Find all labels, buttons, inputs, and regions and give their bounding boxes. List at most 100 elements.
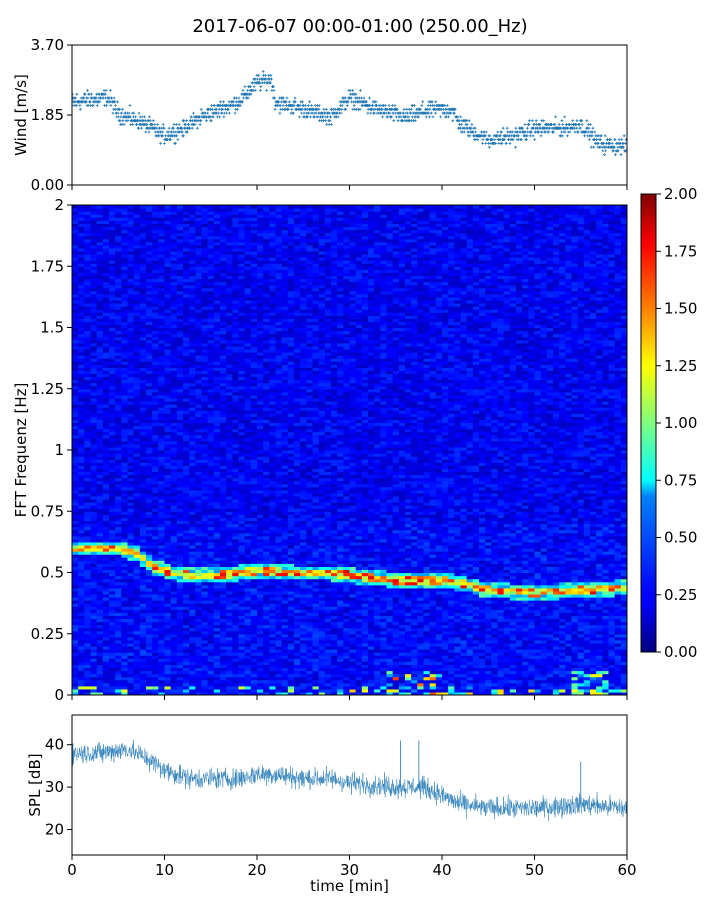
- spectrogram-cell: [164, 416, 172, 420]
- spectrogram-cell: [164, 303, 172, 307]
- spectrogram-cell: [90, 560, 98, 564]
- spectrogram-cell: [176, 523, 184, 528]
- spectrogram-cell: [152, 557, 159, 561]
- spectrogram-cell: [139, 321, 147, 326]
- spectrogram-cell: [152, 296, 159, 301]
- spectrogram-cell: [109, 208, 116, 212]
- spectrogram-cell: [90, 685, 98, 690]
- spectrogram-cell: [146, 223, 153, 228]
- spectrogram-cell: [121, 388, 129, 393]
- wind-point: [571, 119, 575, 123]
- spectrogram-cell: [164, 529, 172, 534]
- spectrogram-cell: [152, 355, 159, 359]
- spectrogram-cell: [102, 609, 110, 613]
- spectrogram-cell: [152, 517, 159, 522]
- spectrogram-cell: [189, 247, 196, 252]
- spectrogram-cell: [170, 281, 178, 286]
- spectrogram-cell: [127, 263, 135, 267]
- spectrogram-cell: [170, 495, 178, 500]
- spectrogram-cell: [84, 603, 92, 607]
- spectrogram-cell: [152, 370, 159, 375]
- spectrogram-cell: [115, 551, 122, 555]
- spectrogram-cell: [109, 339, 116, 344]
- spectrogram-cell: [121, 685, 129, 690]
- spectrogram-cell: [189, 330, 196, 335]
- wind-point: [547, 130, 551, 134]
- spectrogram-cell: [84, 352, 92, 356]
- spectrogram-cell: [195, 269, 203, 273]
- wind-point: [568, 130, 572, 134]
- spectrogram-cell: [183, 471, 190, 476]
- spectrogram-cell: [78, 379, 85, 384]
- spectrogram-cell: [207, 667, 215, 672]
- spectrogram-cell: [102, 238, 110, 243]
- spectrogram-cell: [176, 370, 184, 375]
- spectrogram-cell: [115, 223, 122, 228]
- spectrogram-cell: [84, 315, 92, 319]
- wind-point: [285, 96, 289, 100]
- wind-point: [622, 134, 626, 138]
- spectrogram-cell: [90, 655, 98, 659]
- spectrogram-cell: [201, 661, 209, 665]
- spectrogram-cell: [109, 260, 116, 264]
- spectrogram-cell: [78, 548, 85, 552]
- spectrogram-cell: [164, 462, 172, 466]
- spectrogram-cell: [102, 266, 110, 270]
- spectrogram-cell: [72, 639, 79, 644]
- spectrogram-cell: [133, 526, 141, 531]
- spectrogram-cell: [109, 254, 116, 258]
- spectrogram-cell: [72, 401, 79, 405]
- spectrogram-cell: [152, 538, 159, 543]
- spectrogram-cell: [170, 260, 178, 264]
- spectrogram-cell: [158, 664, 166, 669]
- spectrogram-cell: [195, 361, 203, 365]
- spectrogram-cell: [121, 621, 129, 626]
- spectrogram-cell: [158, 410, 166, 414]
- spectrogram-cell: [133, 388, 141, 393]
- spectrogram-cell: [109, 306, 116, 310]
- spectrogram-cell: [139, 514, 147, 518]
- spectrogram-cell: [133, 627, 141, 632]
- spectrogram-cell: [109, 241, 116, 246]
- spectrogram-cell: [84, 673, 92, 678]
- spectrogram-cell: [195, 293, 203, 298]
- spectrogram-cell: [164, 609, 172, 613]
- spectrogram-cell: [127, 618, 135, 623]
- wind-x-axis: [71, 185, 628, 190]
- spectrogram-cell: [72, 278, 79, 283]
- spectrogram-cell: [96, 229, 104, 234]
- spectrogram-cell: [102, 309, 110, 313]
- spectrogram-cell: [176, 425, 184, 430]
- spectrogram-cell: [152, 532, 159, 537]
- spectrogram-cell: [72, 505, 79, 509]
- spectrogram-cell: [164, 223, 172, 228]
- spectrogram-cell: [109, 621, 116, 626]
- spectrogram-cell: [201, 422, 209, 427]
- spectrogram-cell: [109, 505, 116, 509]
- spectrogram-cell: [102, 355, 110, 359]
- spectrogram-cell: [201, 560, 209, 564]
- spectrogram-cell: [183, 569, 190, 574]
- wind-point: [217, 107, 221, 111]
- spectrogram-cell: [127, 526, 135, 531]
- spectrogram-cell: [158, 388, 166, 393]
- spectrogram-cell: [102, 511, 110, 515]
- wind-point: [428, 107, 432, 111]
- spectrogram-cell: [84, 529, 92, 534]
- spectrogram-cell: [201, 505, 209, 509]
- spectrogram-cell: [139, 269, 147, 273]
- spectrogram-cell: [109, 551, 116, 555]
- spectrogram-cell: [176, 679, 184, 684]
- wind-point: [418, 107, 422, 111]
- spectrogram-cell: [152, 425, 159, 430]
- spectrogram-cell: [164, 639, 172, 644]
- spectrogram-cell: [102, 600, 110, 604]
- spectrogram-cell: [84, 446, 92, 451]
- spectrogram-cell: [183, 425, 190, 430]
- spectrogram-cell: [90, 535, 98, 540]
- wind-point: [153, 123, 157, 126]
- spectrogram-cell: [195, 646, 203, 650]
- spectrogram-cell: [176, 548, 184, 552]
- spectrogram-cell: [102, 299, 110, 304]
- spectrogram-cell: [96, 321, 104, 326]
